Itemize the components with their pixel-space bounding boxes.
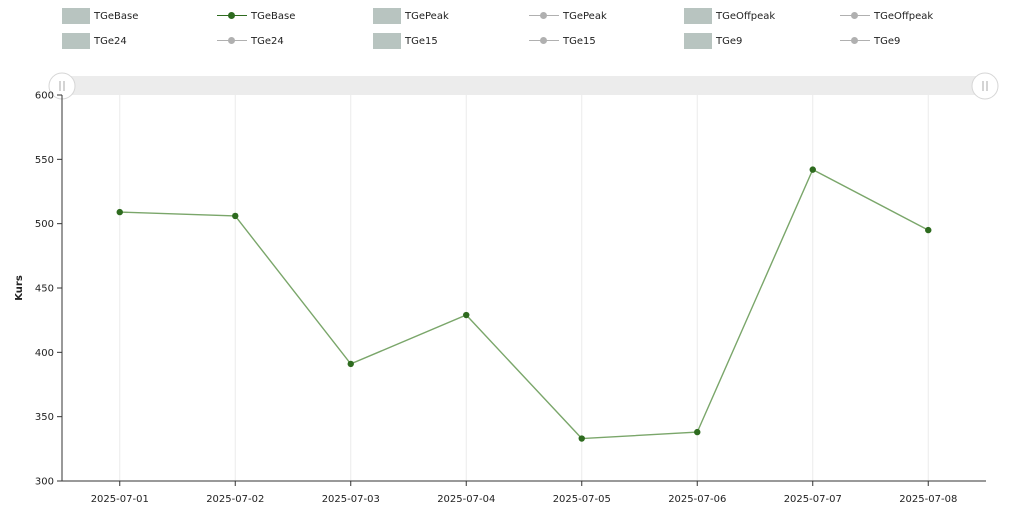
legend-swatch-box xyxy=(62,8,90,24)
legend-label: TGe9 xyxy=(874,35,901,47)
legend-swatch-line xyxy=(840,11,870,21)
legend-swatch-box xyxy=(373,33,401,49)
y-tick-label: 450 xyxy=(35,284,54,295)
range-slider-right-handle[interactable] xyxy=(971,72,999,100)
x-tick-label: 2025-07-06 xyxy=(668,494,726,505)
legend-label: TGePeak xyxy=(405,10,449,22)
legend-label: TGeOffpeak xyxy=(874,10,934,22)
x-tick-label: 2025-07-05 xyxy=(553,494,611,505)
range-slider-track[interactable] xyxy=(62,76,986,95)
legend-item-tgepeak-box[interactable]: TGePeak xyxy=(373,6,449,26)
legend-label: TGe24 xyxy=(94,35,127,47)
range-slider[interactable] xyxy=(48,72,999,100)
legend-swatch-line xyxy=(529,36,559,46)
axes xyxy=(61,95,986,482)
series-tgebase xyxy=(116,166,932,442)
x-tick-label: 2025-07-04 xyxy=(437,494,495,505)
legend-swatch-box xyxy=(684,33,712,49)
data-point[interactable] xyxy=(116,208,123,216)
data-point[interactable] xyxy=(809,166,816,173)
y-tick-label: 500 xyxy=(35,219,54,230)
data-point[interactable] xyxy=(925,226,932,234)
y-tick-label: 300 xyxy=(35,477,54,488)
x-axis-ticks: 2025-07-01 2025-07-02 2025-07-03 2025-07-04… xyxy=(91,481,957,505)
legend-label: TGeBase xyxy=(251,10,296,22)
legend-label: TGePeak xyxy=(563,10,607,22)
legend-label: TGe15 xyxy=(405,35,438,47)
legend-swatch-box xyxy=(373,8,401,24)
legend-item-tge15-line[interactable]: TGe15 xyxy=(529,31,596,51)
grid-lines xyxy=(119,95,929,481)
x-tick-label: 2025-07-08 xyxy=(899,494,957,505)
legend-swatch-line xyxy=(529,11,559,21)
legend-swatch-line xyxy=(217,36,247,46)
y-tick-label: 350 xyxy=(35,412,54,423)
data-point[interactable] xyxy=(694,428,701,436)
legend-swatch-line xyxy=(840,36,870,46)
y-tick-label: 600 xyxy=(35,91,54,102)
legend-item-tge9-line[interactable]: TGe9 xyxy=(840,31,900,51)
x-tick-label: 2025-07-03 xyxy=(322,494,380,505)
legend-item-tge15-box[interactable]: TGe15 xyxy=(373,31,438,51)
legend-item-tgepeak-line[interactable]: TGePeak xyxy=(529,6,607,26)
data-point[interactable] xyxy=(463,311,470,319)
legend-swatch-line xyxy=(217,11,247,21)
legend-label: TGeOffpeak xyxy=(716,10,776,22)
legend-swatch-box xyxy=(684,8,712,24)
legend-item-tge24-box[interactable]: TGe24 xyxy=(62,31,127,51)
data-point[interactable] xyxy=(578,435,585,442)
legend-label: TGe9 xyxy=(716,35,743,47)
legend-item-tge24-line[interactable]: TGe24 xyxy=(217,31,284,51)
x-tick-label: 2025-07-01 xyxy=(91,494,149,505)
y-tick-label: 550 xyxy=(35,155,54,166)
legend: TGeBase TGeBase TGePeak TGePeak TGeOffpeak TG… xyxy=(0,0,1015,60)
legend-item-tge9-box[interactable]: TGe9 xyxy=(684,31,742,51)
y-tick-label: 400 xyxy=(35,348,54,359)
legend-item-tgeoffpeak-line[interactable]: TGeOffpeak xyxy=(840,6,933,26)
legend-swatch-box xyxy=(62,33,90,49)
x-tick-label: 2025-07-07 xyxy=(784,494,842,505)
legend-label: TGe15 xyxy=(563,35,596,47)
legend-item-tgeoffpeak-box[interactable]: TGeOffpeak xyxy=(684,6,775,26)
legend-label: TGeBase xyxy=(94,10,139,22)
legend-label: TGe24 xyxy=(251,35,284,47)
legend-item-tgebase-line[interactable]: TGeBase xyxy=(217,6,295,26)
data-point[interactable] xyxy=(347,360,354,368)
y-axis-title: Kurs xyxy=(14,275,25,301)
legend-item-tgebase-box[interactable]: TGeBase xyxy=(62,6,138,26)
series-line xyxy=(119,168,929,440)
data-point[interactable] xyxy=(232,212,239,220)
y-axis-ticks: 300 350 400 450 500 550 600 xyxy=(35,91,62,488)
x-tick-label: 2025-07-02 xyxy=(206,494,264,505)
